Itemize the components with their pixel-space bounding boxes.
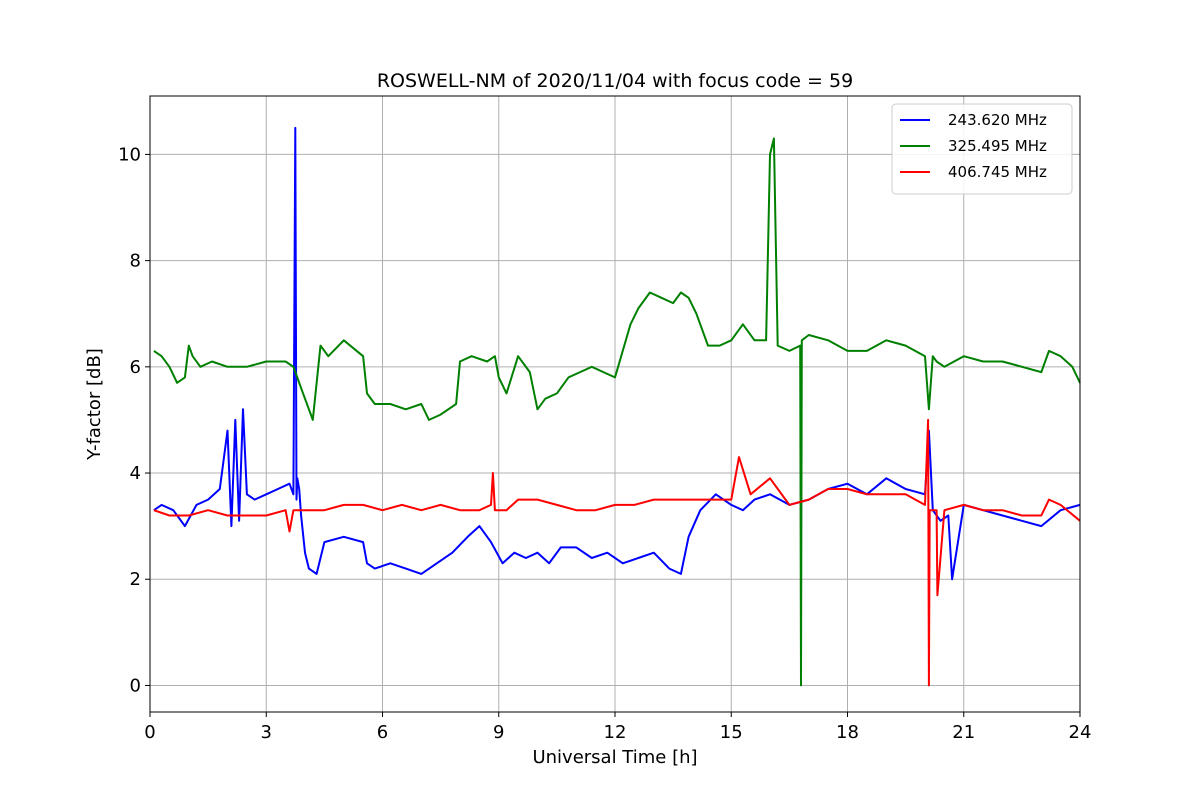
y-tick-label: 4	[130, 463, 141, 484]
y-tick-label: 2	[130, 569, 141, 590]
x-tick-label: 21	[952, 722, 975, 743]
x-axis-label: Universal Time [h]	[532, 747, 697, 768]
chart-title: ROSWELL-NM of 2020/11/04 with focus code…	[377, 70, 853, 92]
series-line-1	[153, 137, 1081, 687]
x-tick-label: 6	[377, 722, 388, 743]
legend: 243.620 MHz 325.495 MHz 406.745 MHz	[891, 103, 1073, 195]
legend-label: 243.620 MHz	[948, 111, 1047, 129]
x-tick-label: 12	[604, 722, 627, 743]
series-line-0	[153, 126, 1081, 581]
y-axis-label: Y-factor [dB]	[84, 348, 105, 461]
legend-label: 406.745 MHz	[948, 163, 1047, 181]
x-tick-label: 3	[261, 722, 272, 743]
x-tick-label: 15	[720, 722, 743, 743]
y-tick-label: 10	[118, 144, 141, 165]
x-tick-label: 0	[144, 722, 155, 743]
x-tick-label: 9	[493, 722, 504, 743]
series-line-2	[153, 418, 1081, 687]
y-tick-label: 0	[130, 675, 141, 696]
y-tick-label: 6	[130, 357, 141, 378]
x-tick-label: 24	[1069, 722, 1092, 743]
legend-label: 325.495 MHz	[948, 137, 1047, 155]
x-tick-label: 18	[836, 722, 859, 743]
y-tick-label: 8	[130, 251, 141, 272]
legend-box	[891, 103, 1073, 195]
series-lines	[153, 126, 1081, 687]
